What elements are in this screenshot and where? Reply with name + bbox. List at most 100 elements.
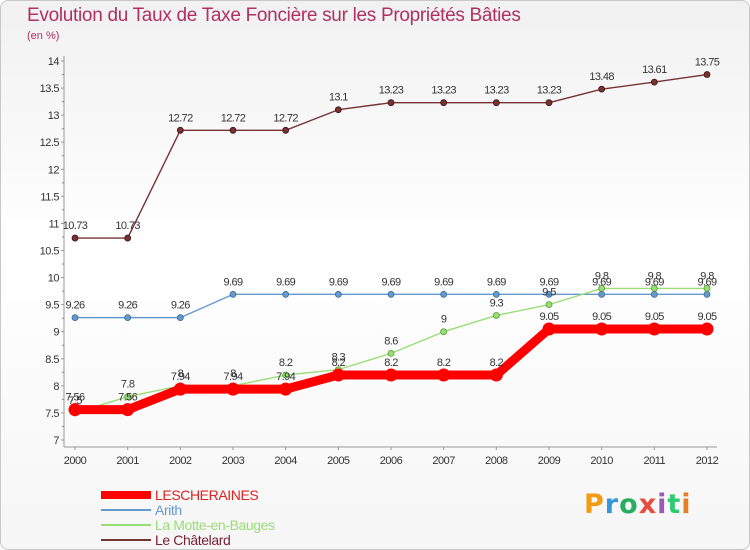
data-label-la-motte-en-bauges: 8.3 [332,352,346,364]
x-tick-label: 2012 [696,455,719,467]
data-label-lescheraines: 8.2 [332,357,346,369]
data-label-la-motte-en-bauges: 8.2 [279,357,293,369]
data-label-le-chatelard: 12.72 [221,112,246,124]
legend-item: La Motte-en-Bauges [101,516,275,533]
data-point-la-motte-en-bauges [282,371,290,379]
data-point-arith [176,314,184,322]
y-tick-label: 8.5 [45,354,59,366]
x-tick-label: 2010 [590,455,613,467]
data-point-arith [387,290,395,298]
x-tick-label: 2008 [485,455,508,467]
x-tick-label: 2004 [274,455,297,467]
data-point-lescheraines [331,368,345,382]
legend-item: Le Châtelard [101,532,231,548]
data-point-lescheraines [647,322,661,336]
data-point-le-chatelard [334,106,342,114]
data-label-lescheraines: 8.2 [490,357,504,369]
y-tick-label: 7.5 [45,408,59,420]
data-label-le-chatelard: 13.23 [431,85,456,97]
data-point-lescheraines [595,322,609,336]
data-label-la-motte-en-bauges: 8 [178,368,184,380]
data-label-arith: 9.69 [539,276,558,288]
data-point-arith [440,290,448,298]
data-point-lescheraines [68,403,82,417]
data-label-arith: 9.69 [329,276,348,288]
data-label-la-motte-en-bauges: 8 [230,368,236,380]
data-label-lescheraines: 7.56 [118,392,137,404]
data-point-arith [282,290,290,298]
y-tick-label: 13.5 [40,83,60,95]
data-point-arith [71,314,79,322]
legend-swatch [101,508,151,511]
data-point-le-chatelard [229,126,237,134]
y-tick-label: 12 [48,164,60,176]
data-label-lescheraines: 8.2 [384,357,398,369]
data-point-le-chatelard [440,99,448,107]
data-point-la-motte-en-bauges [598,284,606,292]
logo-letter: i [657,489,668,520]
data-point-arith [545,290,553,298]
chart-unit-label: (en %) [27,30,60,42]
data-point-la-motte-en-bauges [545,301,553,309]
data-label-arith: 9.69 [697,276,716,288]
y-tick-label: 10 [48,273,60,285]
data-label-lescheraines: 9.05 [592,311,611,323]
data-point-la-motte-en-bauges [492,312,500,319]
data-point-arith [492,290,500,298]
data-label-lescheraines: 9.05 [539,311,558,323]
series-line-arith [74,293,708,319]
y-tick-label: 11 [49,218,60,230]
data-point-lescheraines [700,322,714,336]
x-tick-label: 2005 [327,455,350,467]
data-point-le-chatelard [650,78,658,86]
data-label-la-motte-en-bauges: 7.5 [68,395,82,407]
x-tick-label: 2003 [222,455,245,467]
data-point-arith [703,290,711,298]
data-label-arith: 9.69 [223,276,242,288]
logo-letter: r [604,489,620,520]
data-point-le-chatelard [71,234,79,242]
x-tick-label: 2007 [432,455,455,467]
data-label-le-chatelard: 13.1 [329,92,348,104]
legend-label: La Motte-en-Bauges [155,516,275,533]
data-point-la-motte-en-bauges [650,284,658,292]
legend-label: Arith [155,501,182,518]
logo-letter: P [584,489,605,520]
data-point-le-chatelard [282,126,290,134]
data-point-le-chatelard [598,85,606,93]
data-point-la-motte-en-bauges [387,349,395,357]
data-label-la-motte-en-bauges: 9.8 [700,270,714,282]
x-tick-label: 2001 [116,455,139,467]
x-tick-label: 2002 [169,455,192,467]
data-label-la-motte-en-bauges: 9.8 [595,270,609,282]
legend-label: LESCHERAINES [155,486,259,503]
data-label-lescheraines: 9.05 [645,311,664,323]
data-point-lescheraines [384,368,398,382]
data-point-le-chatelard [124,234,132,242]
chart-title: Evolution du Taux de Taxe Foncière sur l… [27,5,521,26]
data-point-arith [124,314,132,322]
data-label-le-chatelard: 13.23 [484,85,509,97]
y-tick-label: 13 [48,110,60,122]
y-tick-label: 8 [53,381,59,393]
data-point-le-chatelard [703,71,711,78]
logo-letter: x [638,489,658,520]
data-label-lescheraines: 9.05 [697,311,716,323]
data-point-lescheraines [173,382,187,396]
data-label-lescheraines: 8.2 [437,357,451,369]
y-tick-label: 11.5 [40,191,59,203]
y-tick-label: 9 [53,327,59,339]
legend-swatch [101,523,151,526]
legend-swatch [101,490,151,499]
y-tick-label: 9.5 [45,300,59,312]
legend-item: LESCHERAINES [101,486,259,503]
data-label-arith: 9.26 [118,300,137,312]
y-tick-label: 12.5 [40,137,60,149]
data-label-le-chatelard: 13.48 [589,71,614,83]
y-tick-label: 10.5 [40,246,60,258]
data-label-le-chatelard: 10.73 [115,220,140,232]
data-label-le-chatelard: 10.73 [63,220,88,232]
data-point-le-chatelard [387,99,395,107]
data-point-arith [334,290,342,298]
